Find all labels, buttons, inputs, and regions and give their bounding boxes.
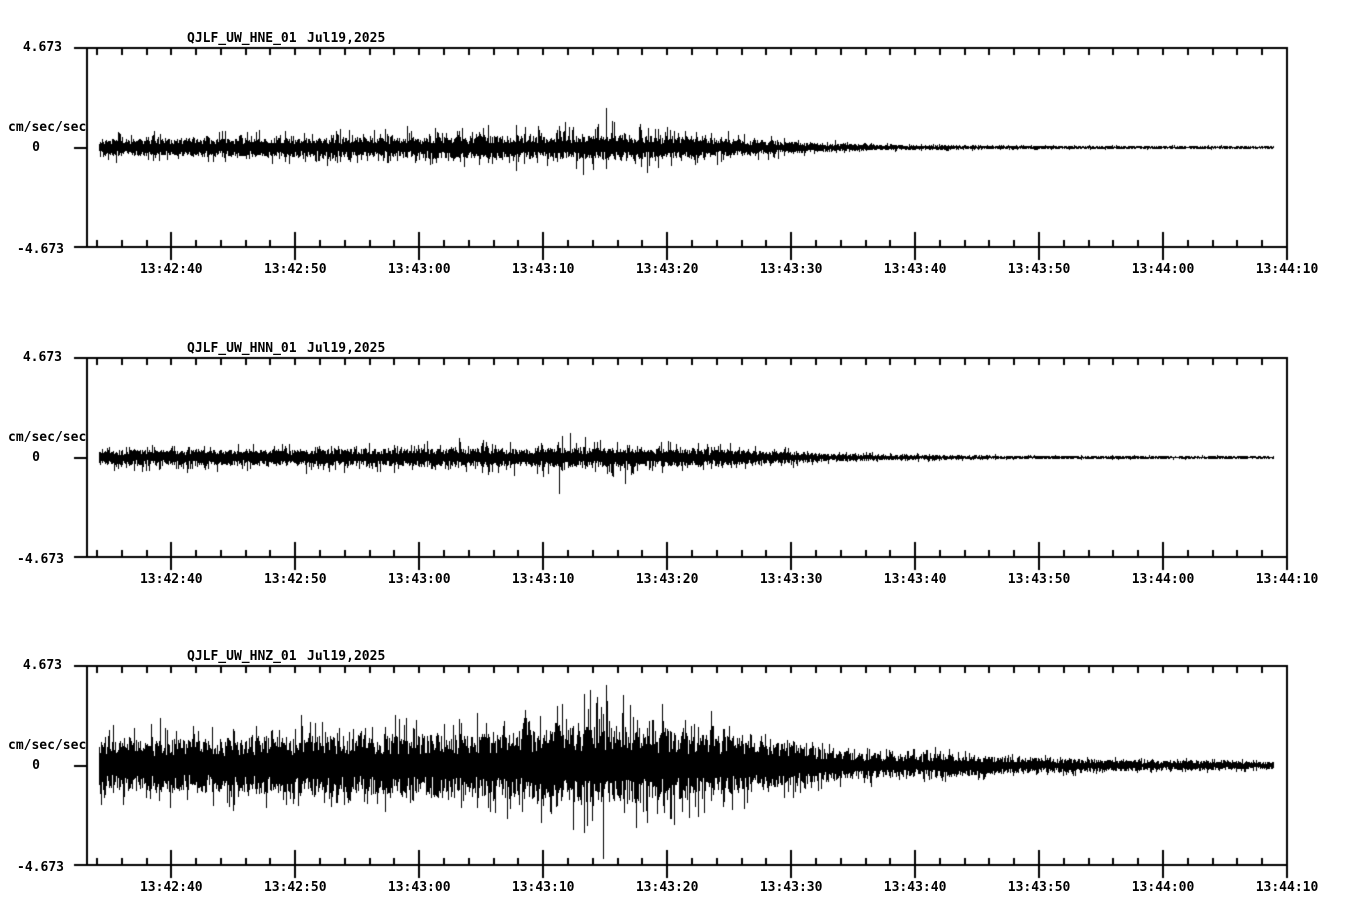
y-tick-label-bottom: -4.673 [17, 552, 64, 567]
station-label: QJLF_UW_HNN_01 [187, 341, 297, 356]
x-tick-label: 13:43:40 [883, 262, 947, 277]
y-tick-label-bottom: -4.673 [17, 860, 64, 875]
y-tick-label-bottom: -4.673 [17, 242, 64, 257]
x-tick-label: 13:42:40 [139, 880, 203, 895]
x-tick-label: 13:43:20 [635, 572, 699, 587]
x-tick-label: 13:43:00 [387, 262, 451, 277]
date-label: Jul19,2025 [307, 31, 386, 46]
amplitude-unit-label: cm/sec/sec [8, 737, 87, 753]
x-tick-label: 13:43:50 [1007, 880, 1071, 895]
y-tick-label-top: 4.673 [22, 658, 62, 673]
y-tick-label-zero: 0 [32, 139, 40, 155]
x-tick-label: 13:44:10 [1255, 572, 1319, 587]
x-tick-label: 13:44:00 [1131, 572, 1195, 587]
x-tick-label: 13:43:40 [883, 572, 947, 587]
date-label: Jul19,2025 [307, 341, 386, 356]
x-tick-label: 13:42:40 [139, 262, 203, 277]
x-tick-label: 13:42:50 [263, 262, 327, 277]
amplitude-unit-label: cm/sec/sec [8, 429, 87, 445]
x-tick-label: 13:43:30 [759, 572, 823, 587]
y-tick-label-zero: 0 [32, 449, 40, 465]
station-label: QJLF_UW_HNE_01 [187, 31, 297, 46]
x-tick-label: 13:42:50 [263, 572, 327, 587]
x-tick-label: 13:44:10 [1255, 880, 1319, 895]
x-tick-label: 13:43:10 [511, 880, 575, 895]
x-tick-label: 13:44:00 [1131, 262, 1195, 277]
y-tick-label-zero: 0 [32, 757, 40, 773]
x-tick-label: 13:44:00 [1131, 880, 1195, 895]
x-tick-label: 13:42:40 [139, 572, 203, 587]
y-tick-label-top: 4.673 [22, 40, 62, 55]
y-tick-label-top: 4.673 [22, 350, 62, 365]
x-tick-label: 13:43:20 [635, 262, 699, 277]
date-label: Jul19,2025 [307, 649, 386, 664]
x-tick-label: 13:44:10 [1255, 262, 1319, 277]
x-tick-label: 13:43:30 [759, 262, 823, 277]
x-tick-label: 13:43:00 [387, 572, 451, 587]
x-tick-label: 13:43:00 [387, 880, 451, 895]
x-tick-label: 13:42:50 [263, 880, 327, 895]
amplitude-unit-label: cm/sec/sec [8, 119, 87, 135]
x-tick-label: 13:43:50 [1007, 572, 1071, 587]
x-tick-label: 13:43:10 [511, 262, 575, 277]
x-tick-label: 13:43:10 [511, 572, 575, 587]
x-tick-label: 13:43:40 [883, 880, 947, 895]
station-label: QJLF_UW_HNZ_01 [187, 649, 297, 664]
x-tick-label: 13:43:50 [1007, 262, 1071, 277]
x-tick-label: 13:43:30 [759, 880, 823, 895]
x-tick-label: 13:43:20 [635, 880, 699, 895]
